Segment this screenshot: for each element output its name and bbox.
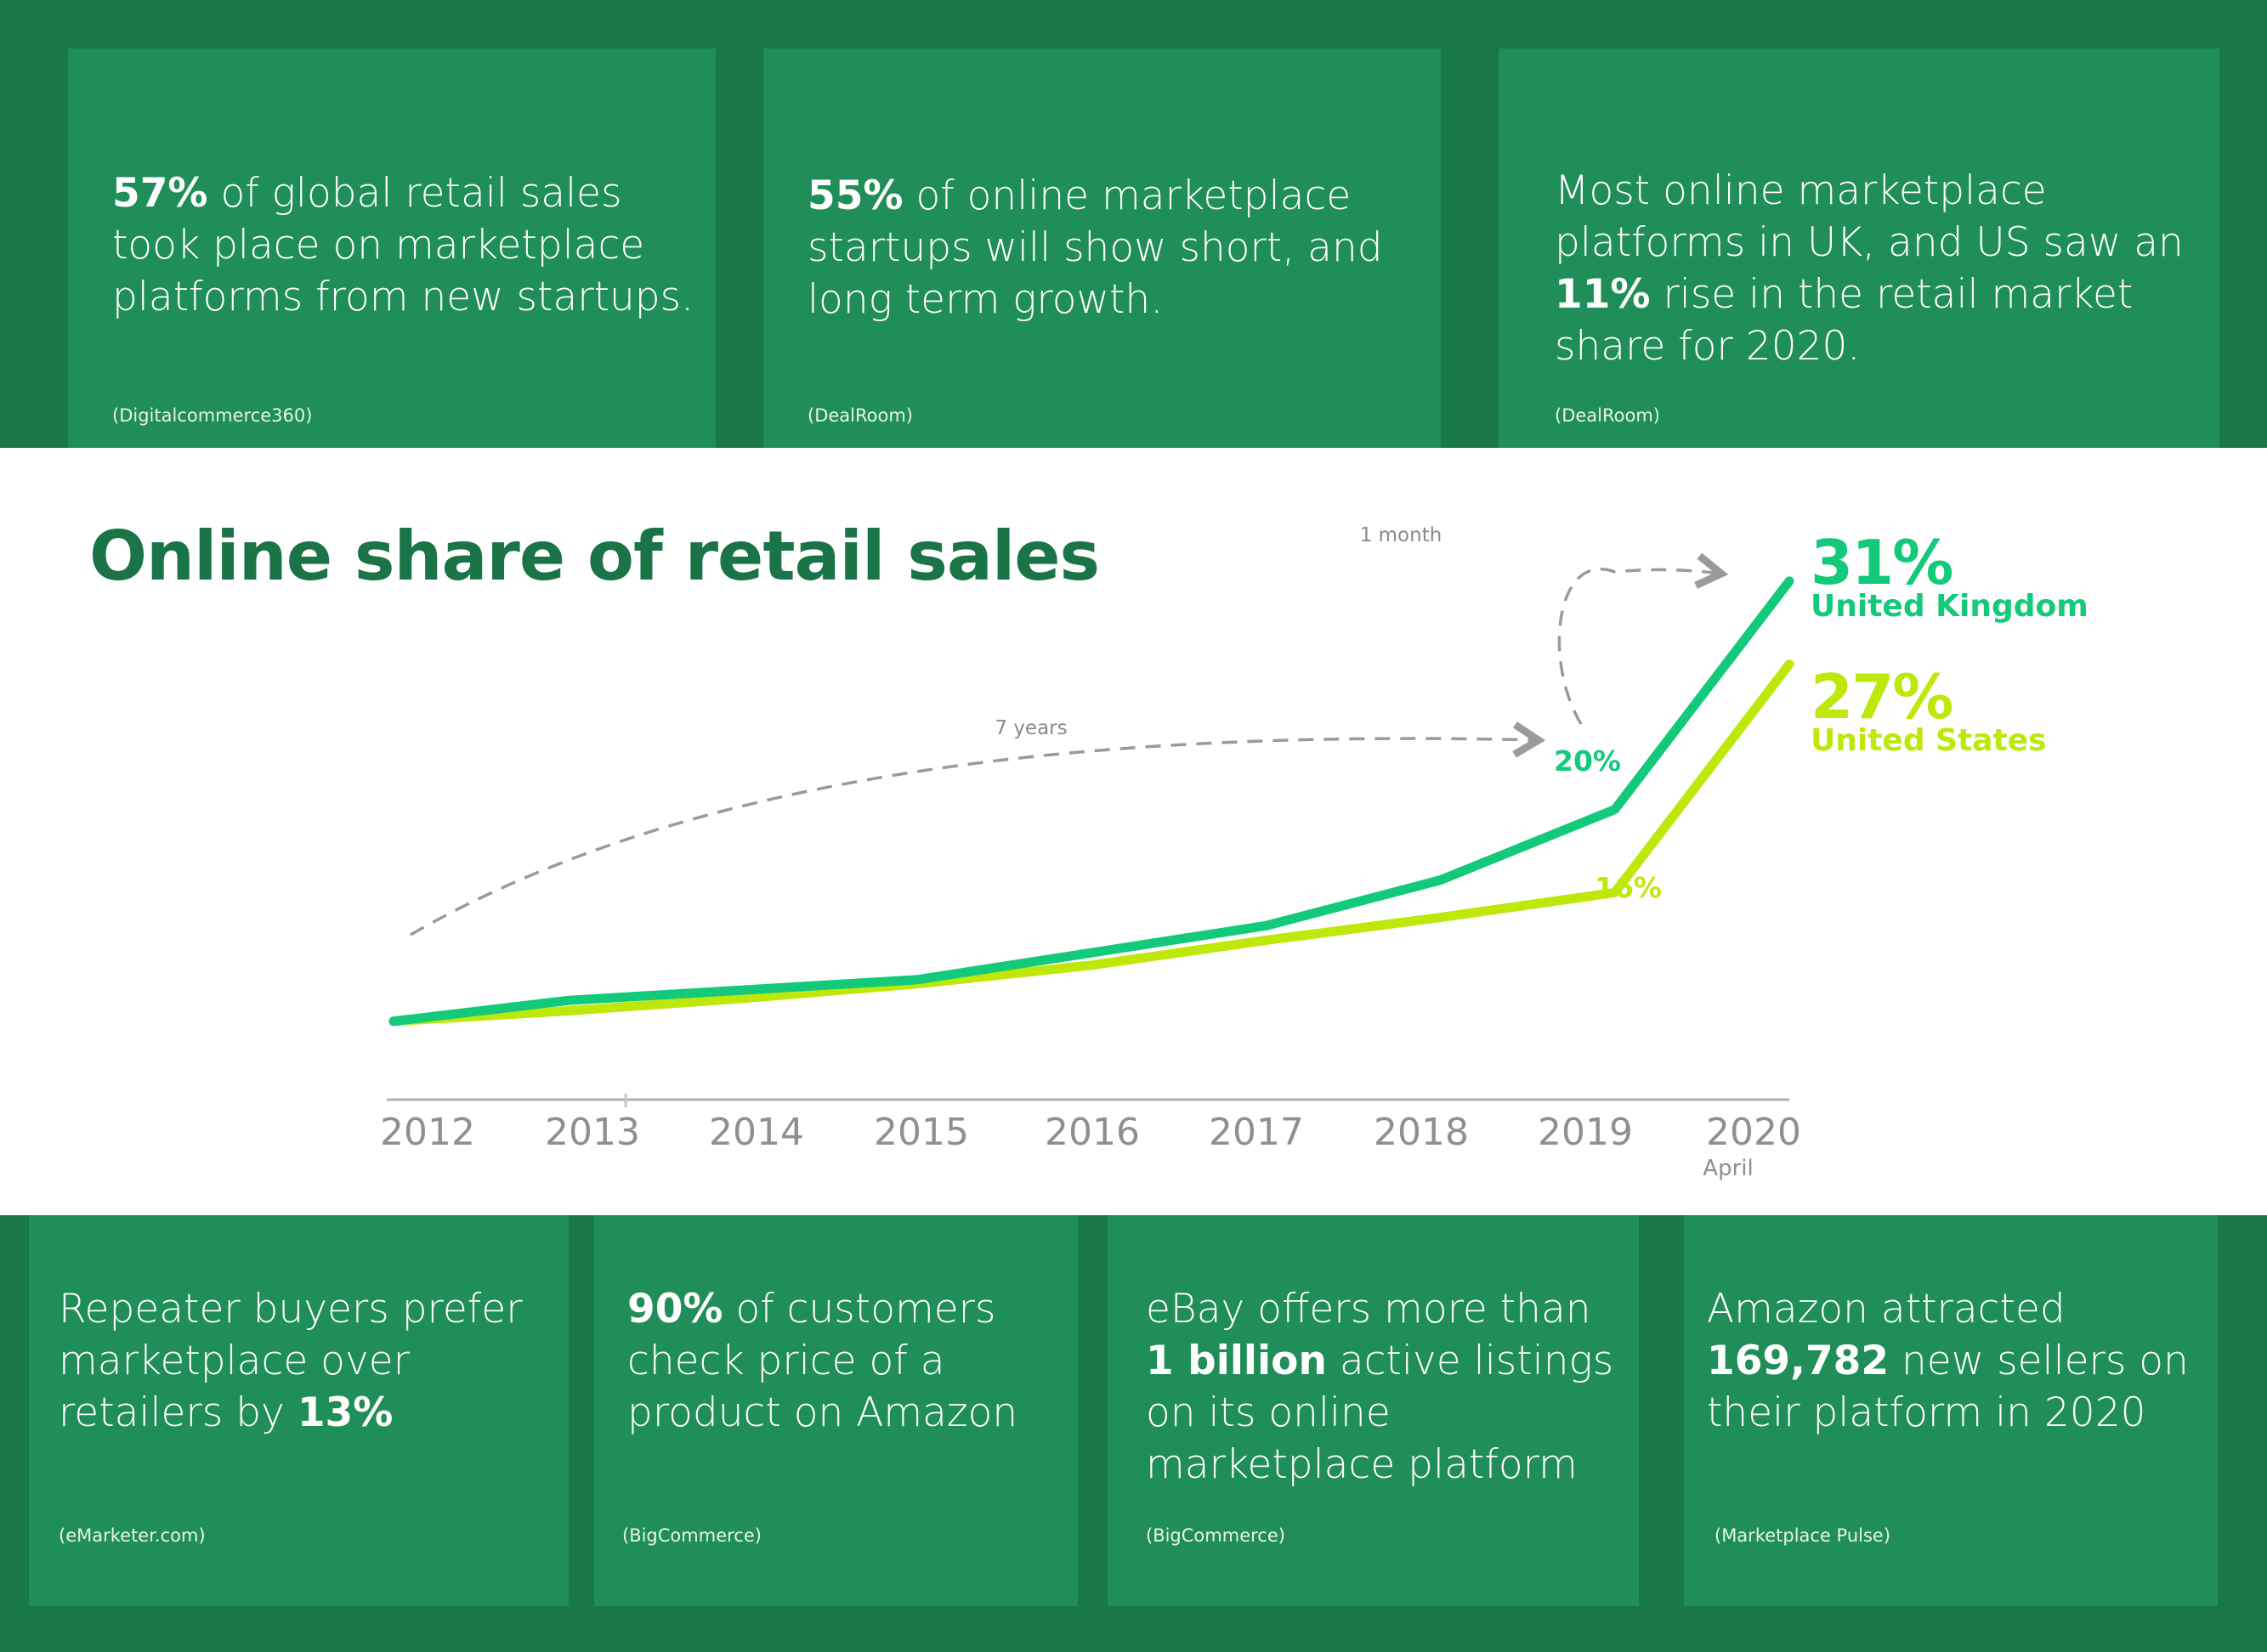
stat-text: Most online marketplace platforms in UK,…: [1555, 165, 2218, 372]
stat-card-startup-growth: 55% of online marketplace startups will …: [763, 48, 1441, 448]
x-tick-label: 2019: [1538, 1111, 1633, 1154]
stat-highlight: 55%: [808, 173, 904, 219]
stat-text: 57% of global retail sales took place on…: [112, 167, 699, 323]
stat-highlight: 169,782: [1707, 1338, 1890, 1384]
x-tick-label: 2012: [380, 1111, 475, 1154]
end-value-uk: 31%: [1811, 527, 1952, 598]
x-tick-label: 2014: [709, 1111, 804, 1154]
stat-body: of online marketplace startups will show…: [808, 173, 1383, 323]
annotation-arrow-7-years: [410, 721, 1546, 936]
x-tick-sublabel: April: [1703, 1156, 1753, 1181]
stat-body: Repeater buyers prefer marketplace over …: [59, 1286, 523, 1436]
data-label-us-2019: 16%: [1595, 871, 1662, 904]
stat-card-market-share-rise: Most online marketplace platforms in UK,…: [1499, 48, 2219, 448]
stat-body: eBay offers more than: [1146, 1286, 1591, 1332]
stat-body: active listings on its online marketplac…: [1146, 1338, 1614, 1488]
data-label-uk-2019: 20%: [1554, 744, 1621, 778]
x-tick-label: 2013: [545, 1111, 640, 1154]
chart-title: Online share of retail sales: [89, 517, 1100, 596]
stat-body: Amazon attracted: [1707, 1286, 2066, 1332]
stat-body: Most online marketplace platforms in UK,…: [1555, 167, 2184, 266]
stat-source: (BigCommerce): [622, 1525, 762, 1546]
stat-text: 55% of online marketplace startups will …: [808, 170, 1420, 325]
stat-body: rise in the retail market share for 2020…: [1555, 271, 2134, 370]
stat-highlight: 13%: [297, 1389, 394, 1436]
stat-source: (DealRoom): [808, 405, 913, 426]
stat-text: 90% of customers check price of a produc…: [627, 1283, 1065, 1439]
stat-card-amazon-price-check: 90% of customers check price of a produc…: [594, 1215, 1078, 1606]
series-line-united-kingdom: [388, 576, 1794, 1027]
stat-highlight: 57%: [112, 170, 208, 217]
stat-body: of customers check price of a product on…: [627, 1286, 1018, 1436]
series-line-united-states: [388, 659, 1794, 1027]
stat-body: new sellers on their platform in 2020: [1707, 1338, 2189, 1436]
x-tick-label: 2017: [1209, 1111, 1304, 1154]
legend-label-us: United States: [1811, 723, 2047, 758]
x-tick-label: 2015: [874, 1111, 969, 1154]
annotation-label: 7 years: [995, 717, 1067, 739]
annotation-label: 1 month: [1360, 524, 1442, 546]
stat-body: of global retail sales took place on mar…: [112, 170, 694, 320]
stat-source: (Marketplace Pulse): [1714, 1525, 1891, 1546]
stat-highlight: 11%: [1555, 271, 1651, 318]
x-tick-label: 2018: [1374, 1111, 1469, 1154]
stat-text: eBay offers more than 1 billion active l…: [1146, 1283, 1630, 1491]
stat-source: (Digitalcommerce360): [112, 405, 313, 426]
x-tick-label: 2016: [1045, 1111, 1140, 1154]
stat-text: Amazon attracted 169,782 new sellers on …: [1707, 1283, 2208, 1439]
annotation-arrow-1-month: [1557, 552, 1729, 725]
x-tick-label: 2020: [1706, 1111, 1801, 1154]
stat-source: (eMarketer.com): [59, 1525, 206, 1546]
stat-card-amazon-sellers: Amazon attracted 169,782 new sellers on …: [1684, 1215, 2218, 1606]
stat-highlight: 90%: [627, 1286, 723, 1332]
end-value-us: 27%: [1811, 661, 1952, 733]
stat-source: (BigCommerce): [1146, 1525, 1285, 1546]
stat-highlight: 1 billion: [1146, 1338, 1327, 1384]
stat-text: Repeater buyers prefer marketplace over …: [59, 1283, 552, 1439]
stat-card-ebay-listings: eBay offers more than 1 billion active l…: [1108, 1215, 1639, 1606]
stat-card-repeat-buyers: Repeater buyers prefer marketplace over …: [29, 1215, 569, 1606]
line-chart: 2012 2013 2014 2015 2016 2017 2018 2019 2020Apri…: [380, 524, 2088, 1181]
stat-card-global-retail: 57% of global retail sales took place on…: [68, 48, 716, 448]
stat-source: (DealRoom): [1555, 405, 1660, 426]
legend-label-uk: United Kingdom: [1811, 589, 2088, 624]
chart-panel: [0, 448, 2267, 1215]
